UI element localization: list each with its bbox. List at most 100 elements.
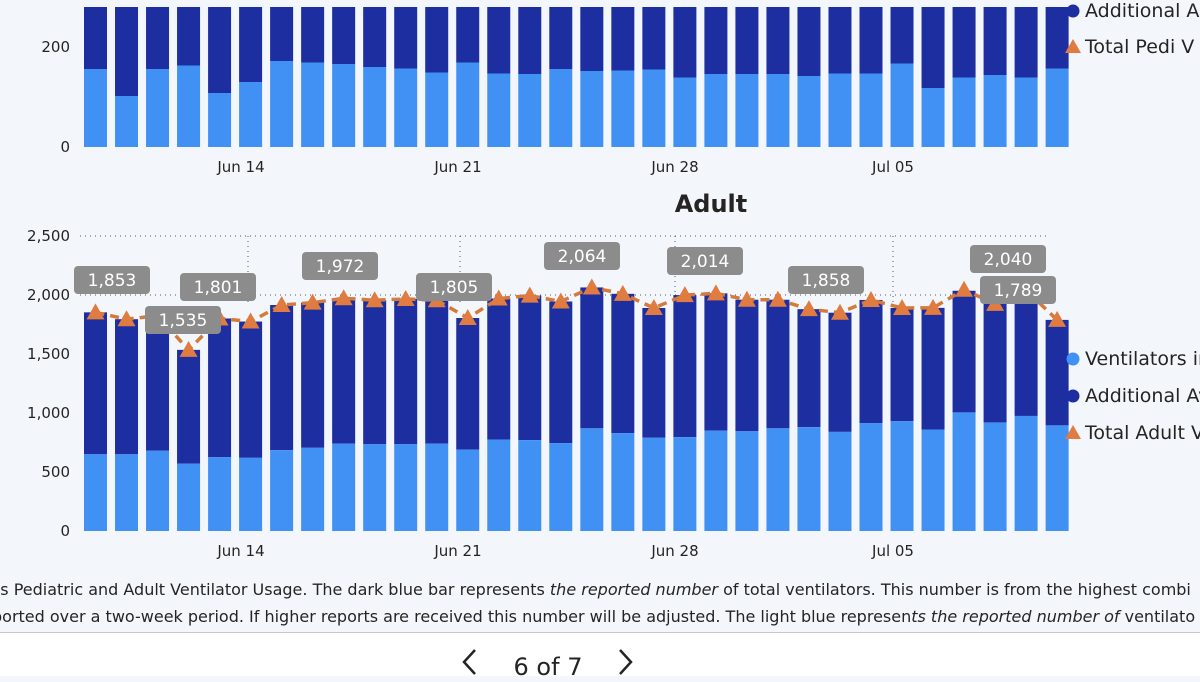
ped-bar-additional	[859, 7, 883, 74]
adult-data-label-bg	[980, 276, 1056, 304]
pediatric-legend: Additional A Total Pedi V	[1065, 0, 1199, 58]
adult-bar-additional	[146, 315, 170, 451]
adult-data-label: 1,858	[802, 271, 851, 291]
adult-bar-in-use	[735, 431, 759, 531]
ped-bar-in-use	[177, 65, 201, 147]
adult-y-tick-label: 500	[41, 463, 70, 481]
adult-total-marker	[117, 310, 136, 327]
adult-bar-additional	[239, 321, 263, 458]
adult-bar-additional	[208, 318, 232, 458]
ped-bar-additional	[580, 7, 604, 71]
adult-total-marker	[1048, 310, 1067, 327]
ped-bar-additional	[301, 7, 325, 63]
adult-data-label-bg	[544, 242, 620, 270]
adult-bar-additional	[952, 290, 976, 413]
ped-x-tick-label: Jun 28	[650, 158, 698, 176]
description-text: ported over a two-week period. If higher…	[0, 607, 912, 626]
adult-data-label-bg	[667, 247, 743, 275]
adult-bar-in-use	[580, 428, 604, 531]
ped-bar-in-use	[301, 62, 325, 147]
ped-bar-in-use	[146, 69, 170, 147]
adult-chart-title: Adult	[675, 190, 748, 218]
ped-bar-in-use	[766, 74, 790, 147]
adult-legend: Ventilators in Additional Av Total Adult V	[1065, 348, 1200, 444]
ped-bar-additional	[115, 7, 139, 96]
adult-bar-additional	[301, 302, 325, 448]
adult-bar-in-use	[673, 437, 697, 531]
adult-bar-additional	[828, 312, 852, 432]
adult-x-tick-label: Jun 14	[216, 542, 264, 560]
adult-y-tick-label: 2,500	[27, 227, 70, 245]
description-text: ts Pediatric and Adult Ventilator Usage.…	[0, 580, 550, 599]
adult-total-marker	[334, 289, 353, 306]
next-page-button[interactable]	[610, 647, 640, 677]
adult-bar-in-use	[921, 429, 945, 531]
adult-bar-additional	[115, 319, 139, 455]
ped-bar-additional	[208, 7, 232, 93]
chevron-left-icon	[462, 649, 476, 675]
adult-bar-in-use	[611, 433, 635, 531]
ped-bar-additional	[704, 7, 728, 74]
adult-y-tick-label: 1,000	[27, 404, 70, 422]
adult-bar-additional	[673, 295, 697, 438]
adult-bar-in-use	[890, 421, 914, 531]
ped-bar-additional	[456, 7, 480, 63]
adult-total-marker	[303, 293, 322, 310]
ped-bar-additional	[84, 7, 107, 69]
ped-bar-additional	[642, 7, 666, 70]
ped-bar-in-use	[735, 74, 759, 147]
adult-bar-in-use	[177, 463, 201, 531]
previous-page-button[interactable]	[455, 647, 485, 677]
ped-x-tick-label: Jun 14	[216, 158, 264, 176]
ped-bar-in-use	[642, 69, 666, 147]
adult-x-tick-label: Jun 21	[433, 542, 481, 560]
ped-bar-in-use	[487, 73, 511, 147]
ped-bar-additional	[239, 7, 263, 82]
ped-bar-additional	[611, 7, 635, 71]
ped-bar-additional	[146, 7, 170, 69]
adult-x-tick-label: Jul 05	[871, 542, 914, 560]
adult-bar-additional	[890, 307, 914, 422]
adult-total-marker	[862, 290, 880, 307]
adult-bar-in-use	[1045, 425, 1069, 531]
ped-bar-in-use	[797, 76, 821, 147]
adult-bar-additional	[611, 293, 635, 434]
chart-canvas: 0 200 Jun 14 Jun 21 Jun 28 Jul 05 Adult 0 500 1…	[27, 0, 1200, 560]
adult-total-marker	[613, 284, 632, 301]
legend-triangle-icon	[1065, 425, 1081, 439]
adult-total-marker	[179, 340, 198, 357]
adult-total-marker	[520, 286, 539, 303]
legend-circle-icon	[1066, 352, 1080, 366]
ped-bar-additional	[425, 7, 449, 73]
adult-data-label: 2,014	[681, 252, 730, 272]
ped-bar-additional	[766, 7, 790, 74]
adult-bar-additional	[859, 299, 883, 424]
adult-bar-in-use	[766, 428, 790, 531]
adult-total-marker	[551, 292, 570, 309]
legend-label: Total Adult V	[1084, 422, 1200, 444]
adult-bar-additional	[1045, 319, 1069, 426]
adult-bar-additional	[766, 299, 790, 429]
adult-bar-additional	[487, 298, 511, 440]
ped-y-tick-label: 0	[60, 138, 70, 156]
adult-bar-in-use	[84, 454, 107, 531]
ped-bar-additional	[983, 7, 1007, 75]
adult-data-label-bg	[416, 273, 492, 301]
ped-bar-additional	[797, 7, 821, 76]
adult-bar-additional	[84, 312, 107, 455]
ped-bar-in-use	[611, 70, 635, 147]
adult-total-marker	[737, 290, 756, 307]
adult-data-label-bg	[788, 266, 864, 294]
adult-bar-in-use	[952, 412, 976, 531]
legend-label: Additional Av	[1085, 385, 1200, 407]
adult-total-marker	[893, 298, 912, 315]
adult-total-marker	[489, 289, 508, 306]
ped-bar-in-use	[456, 62, 480, 147]
legend-triangle-icon	[1065, 39, 1081, 53]
adult-data-label: 1,805	[430, 278, 479, 298]
adult-bar-in-use	[704, 430, 728, 531]
adult-bar-additional	[363, 300, 387, 445]
adult-bar-in-use	[983, 422, 1007, 531]
adult-data-label: 1,789	[994, 281, 1043, 301]
adult-total-marker	[924, 298, 943, 315]
